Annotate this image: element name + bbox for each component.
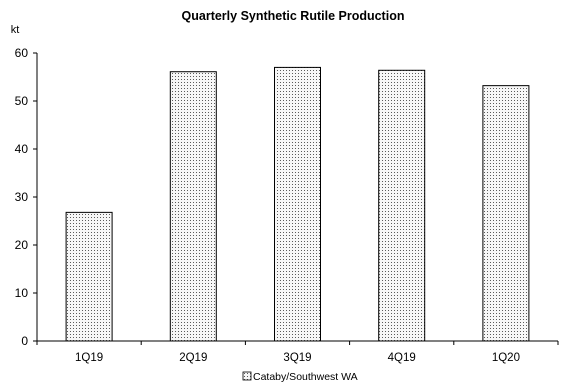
x-tick-label: 2Q19 [179,352,207,364]
y-axis-ticks: 0 10 20 30 40 50 60 [15,46,37,348]
y-tick-label: 40 [15,142,29,156]
y-tick-label: 10 [15,286,29,300]
bar [274,66,321,342]
x-axis-labels: 1Q19 2Q19 3Q19 4Q19 1Q20 [75,352,520,364]
y-tick-label: 60 [15,46,29,60]
x-tick-label: 3Q19 [283,352,311,364]
legend-label: Cataby/Southwest WA [253,371,358,383]
y-axis-unit-label: kt [11,24,20,36]
bar [378,69,426,342]
x-tick-label: 1Q19 [75,352,103,364]
axes [36,53,559,345]
chart-title: Quarterly Synthetic Rutile Production [182,9,405,23]
x-tick-label: 4Q19 [388,352,416,364]
y-tick-label: 50 [15,94,29,108]
y-tick-label: 20 [15,238,29,252]
bar [169,71,217,342]
bar [482,85,530,342]
bars-group [65,66,530,342]
legend-swatch [242,371,252,381]
bar [65,211,113,342]
x-tick-label: 1Q20 [492,352,520,364]
legend: Cataby/Southwest WA [242,371,358,383]
y-tick-label: 0 [21,334,28,348]
y-tick-label: 30 [15,190,29,204]
